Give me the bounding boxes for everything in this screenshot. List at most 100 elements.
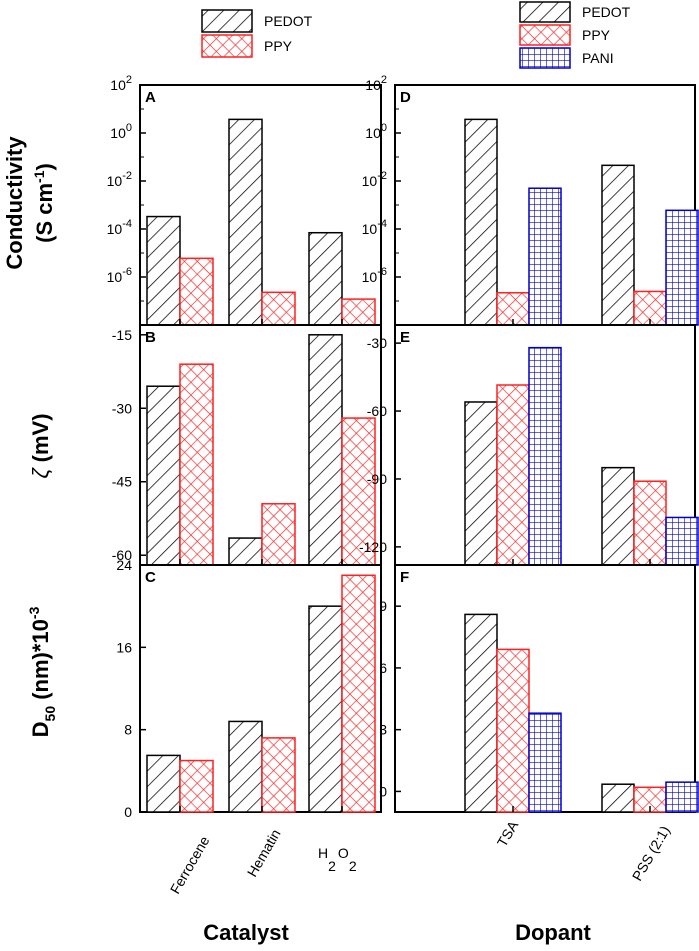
panel-label: E bbox=[400, 329, 410, 346]
bar-ppy-1 bbox=[179, 363, 214, 566]
legend-swatch-pani bbox=[519, 47, 571, 69]
panel-e: -30 -60 -90 -120 E bbox=[359, 324, 699, 566]
bar-pani-1 bbox=[528, 346, 562, 566]
ytick-label: -30 bbox=[367, 335, 387, 351]
ytick-label: 100 bbox=[110, 122, 132, 141]
bar-pedot-3 bbox=[308, 334, 343, 566]
ylabel-zeta: ζ (mV) bbox=[28, 413, 53, 478]
bar-pedot-2 bbox=[601, 164, 635, 326]
svg-text:ζ(mV): ζ (mV) bbox=[28, 413, 53, 478]
bar-pani-2 bbox=[665, 781, 699, 813]
bar-ppy-2 bbox=[633, 480, 667, 566]
bar-pedot-1 bbox=[464, 613, 498, 813]
bar-ppy-2 bbox=[261, 291, 296, 326]
xtick-ferrocene: Ferrocene bbox=[167, 833, 213, 896]
bar-pedot-3 bbox=[308, 605, 343, 813]
ytick-label: 10-2 bbox=[362, 170, 387, 189]
panel-label: B bbox=[145, 329, 156, 346]
ytick-label: 102 bbox=[365, 74, 387, 93]
panel-d: 102 100 10-2 10-4 10-6 D bbox=[362, 74, 699, 326]
ylabel-conductivity: Conductivity (S cm-1) bbox=[2, 136, 57, 270]
legend-swatch-ppy bbox=[201, 34, 253, 58]
ytick-label: 10-4 bbox=[107, 218, 132, 237]
legend-swatch-pedot bbox=[201, 9, 253, 33]
bar-pani-1 bbox=[528, 712, 562, 813]
legend-swatch-ppy bbox=[519, 24, 571, 46]
xtick-hematin: Hematin bbox=[244, 826, 284, 879]
bar-ppy-3 bbox=[341, 298, 376, 326]
legend-swatch-pedot bbox=[519, 1, 571, 23]
ylabel-zeta-symbol: ζ bbox=[28, 467, 53, 479]
xtick-h2o2: H2O2 bbox=[318, 845, 357, 874]
ytick-label: 10-6 bbox=[362, 266, 387, 285]
ytick-label: 8 bbox=[124, 722, 132, 738]
legend-label-ppy: PPY bbox=[582, 27, 611, 43]
ytick-label: 102 bbox=[110, 74, 132, 93]
bar-ppy-1 bbox=[179, 759, 214, 813]
panel-label: C bbox=[145, 569, 156, 586]
bar-pedot-1 bbox=[146, 385, 181, 566]
xtick-pss: PSS (2:1) bbox=[629, 823, 673, 884]
ytick-label: 3 bbox=[379, 722, 387, 738]
ytick-label: -90 bbox=[367, 471, 387, 487]
bar-pani-2 bbox=[665, 516, 699, 566]
ytick-label: 10-4 bbox=[362, 218, 387, 237]
ytick-label: -15 bbox=[112, 327, 132, 343]
bar-pani-1 bbox=[528, 187, 562, 326]
bar-ppy-1 bbox=[496, 384, 530, 566]
bar-ppy-2 bbox=[261, 737, 296, 813]
panel-label: F bbox=[400, 569, 409, 586]
ytick-label: -45 bbox=[112, 474, 132, 490]
xlabel-dopant: Dopant bbox=[515, 920, 591, 945]
ylabel-conductivity-line2: (S cm-1) bbox=[31, 163, 57, 243]
xtick-tsa: TSA bbox=[494, 817, 522, 849]
legend-right: PEDOT PPY PANI bbox=[519, 1, 631, 69]
ylabel-conductivity-line1: Conductivity bbox=[2, 136, 27, 270]
legend-label-pedot: PEDOT bbox=[264, 13, 313, 29]
bar-pedot-1 bbox=[146, 754, 181, 813]
xtick-labels-right: TSA PSS (2:1) bbox=[494, 817, 673, 883]
legend-label-ppy: PPY bbox=[264, 38, 293, 54]
bar-pedot-2 bbox=[601, 783, 635, 813]
bar-pedot-3 bbox=[308, 231, 343, 326]
legend-label-pedot: PEDOT bbox=[582, 4, 631, 20]
panel-b: -15 -30 -45 -60 B bbox=[112, 324, 382, 566]
bar-pedot-2 bbox=[228, 118, 263, 326]
ytick-label: 24 bbox=[116, 557, 132, 573]
panel-c: 0 8 16 24 C bbox=[116, 557, 382, 820]
ytick-label: 0 bbox=[124, 804, 132, 820]
bar-pedot-1 bbox=[464, 118, 498, 326]
bar-pani-2 bbox=[665, 209, 699, 326]
panel-f: 0 3 6 9F bbox=[379, 564, 699, 813]
bar-ppy-2 bbox=[261, 503, 296, 566]
ytick-label: 0 bbox=[379, 783, 387, 799]
bar-ppy-1 bbox=[496, 648, 530, 813]
bar-pedot-1 bbox=[464, 401, 498, 566]
bar-pedot-2 bbox=[601, 466, 635, 566]
ytick-label: -60 bbox=[367, 403, 387, 419]
ytick-label: -60 bbox=[112, 547, 132, 563]
bar-ppy-1 bbox=[179, 257, 214, 326]
bar-ppy-3 bbox=[341, 574, 376, 813]
ytick-label: 10-2 bbox=[107, 170, 132, 189]
ytick-label: 100 bbox=[365, 122, 387, 141]
ytick-label: 16 bbox=[116, 639, 132, 655]
ytick-label: 10-6 bbox=[107, 266, 132, 285]
bar-pedot-2 bbox=[228, 537, 263, 566]
panel-a: 102 100 10-2 10-4 10-6 A bbox=[107, 74, 382, 326]
bar-pedot-1 bbox=[146, 215, 181, 326]
legend-label-pani: PANI bbox=[582, 50, 614, 66]
xtick-labels-left: Ferrocene Hematin H2O2 bbox=[167, 826, 357, 896]
legend-left: PEDOT PPY bbox=[201, 9, 313, 58]
bar-ppy-3 bbox=[341, 417, 376, 566]
panel-label: D bbox=[400, 89, 411, 106]
ytick-label: -120 bbox=[359, 539, 387, 555]
ytick-label: 9 bbox=[379, 598, 387, 614]
xlabel-catalyst: Catalyst bbox=[203, 920, 289, 945]
ylabel-d50-text: D50 (nm)*10-3 bbox=[26, 606, 58, 737]
bar-pedot-2 bbox=[228, 720, 263, 813]
ytick-label: -30 bbox=[112, 400, 132, 416]
ytick-label: 6 bbox=[379, 660, 387, 676]
ylabel-zeta-unit: (mV) bbox=[28, 413, 53, 462]
